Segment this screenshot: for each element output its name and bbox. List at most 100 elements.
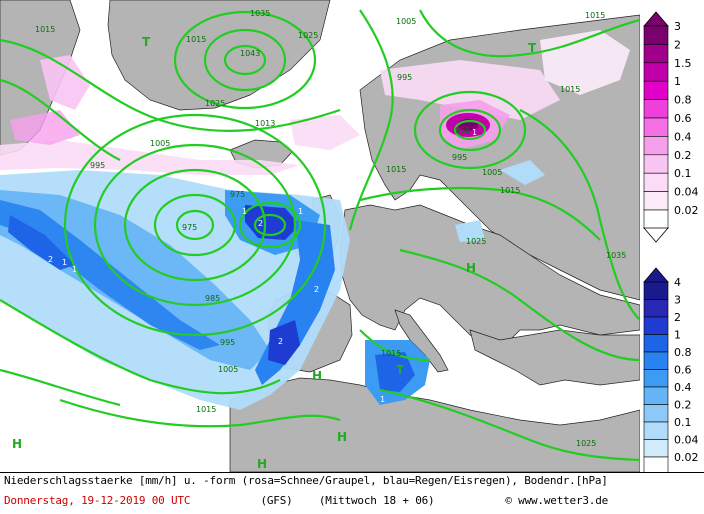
isobar-label: 1015: [500, 186, 520, 195]
isobar-label: 1005: [150, 139, 170, 148]
snow-scale-label: 0.8: [674, 94, 692, 107]
high-pressure-label: H: [312, 369, 322, 383]
isobar-label: 1015: [585, 11, 605, 20]
caption-bar: Niederschlagsstaerke [mm/h] u. -form (ro…: [0, 472, 704, 514]
isobar-label: 1015: [386, 165, 406, 174]
svg-text:1: 1: [72, 265, 77, 274]
snow-scale-label: 0.04: [674, 186, 699, 199]
isobar-label: 1015: [186, 35, 206, 44]
isobar-label: 1015: [196, 405, 216, 414]
rain-scale-swatch: [643, 299, 669, 318]
isobar-label: 1025: [466, 237, 486, 246]
svg-text:1: 1: [62, 258, 67, 267]
rain-scale-swatch: [643, 456, 669, 475]
isobar-label: 965: [455, 126, 470, 135]
snow-scale-label: 0.2: [674, 149, 692, 162]
forecast-date: Donnerstag, 19-12-2019 00 UTC: [4, 494, 191, 507]
weather-map: 1035 1043 1025 1015 1005 1015 1025 1005 …: [0, 0, 640, 472]
legend-panel: 3 2 1.5 1 0.8 0.6 0.4 0.2 0.1 0.04 0.02 4 3 2 1 0.8 0.6…: [640, 0, 704, 489]
isobar-label: 995: [90, 161, 105, 170]
low-pressure-label: T: [528, 41, 537, 55]
snow-legend: [643, 11, 669, 243]
snow-scale-swatch: [643, 172, 669, 192]
svg-text:2: 2: [278, 337, 283, 346]
isobar-label: 975: [182, 223, 197, 232]
svg-text:1: 1: [242, 207, 247, 216]
rain-scale-label: 0.6: [674, 364, 692, 377]
rain-scale-swatch: [643, 316, 669, 335]
caption-meta: Donnerstag, 19-12-2019 00 UTC (GFS) (Mit…: [4, 494, 608, 507]
rain-scale-label: 0.02: [674, 451, 699, 464]
svg-text:1: 1: [472, 128, 477, 137]
isobar-label: 1013: [255, 119, 275, 128]
high-pressure-label: H: [12, 437, 22, 451]
isobar-label: 1005: [218, 365, 238, 374]
copyright-text: © www.wetter3.de: [505, 494, 609, 507]
snow-scale-label: 1.5: [674, 57, 692, 70]
rain-scale-label: 2: [674, 311, 681, 324]
isobar-label: 1025: [576, 439, 596, 448]
snow-scale-swatch: [643, 191, 669, 211]
snow-scale-bottom-arrow: [643, 227, 669, 243]
isobar-label: 975: [230, 190, 245, 199]
rain-scale-label: 1: [674, 329, 681, 342]
rain-scale-label: 0.8: [674, 346, 692, 359]
rain-scale-label: 0.4: [674, 381, 692, 394]
isobar-label: 1005: [482, 168, 502, 177]
snow-scale-swatch: [643, 99, 669, 119]
rain-scale-swatch: [643, 439, 669, 458]
snow-scale-swatch: [643, 25, 669, 45]
model-run: (Mittwoch 18 + 06): [318, 494, 435, 507]
svg-text:1: 1: [380, 395, 385, 404]
rain-scale-swatch: [643, 421, 669, 440]
snow-scale-label: 2: [674, 38, 681, 51]
snow-scale-label: 0.1: [674, 167, 692, 180]
isobar-label: 995: [452, 153, 467, 162]
precip-markers: 2 11 21 221 11: [48, 128, 477, 404]
isobar-label: 1015: [381, 349, 401, 358]
isobar-label: 1025: [298, 31, 318, 40]
rain-scale-label: 3: [674, 294, 681, 307]
snow-scale-label: 1: [674, 75, 681, 88]
isobar-label: 1015: [35, 25, 55, 34]
rain-scale-swatch: [643, 369, 669, 388]
legend-svg: 3 2 1.5 1 0.8 0.6 0.4 0.2 0.1 0.04 0.02 4 3 2 1 0.8 0.6…: [643, 11, 699, 489]
isobar-label: 995: [220, 338, 235, 347]
snow-scale-label: 3: [674, 20, 681, 33]
rain-scale-swatch: [643, 404, 669, 423]
svg-text:2: 2: [258, 219, 263, 228]
snow-scale-swatch: [643, 154, 669, 174]
north-africa: [229, 377, 640, 472]
svg-text:2: 2: [314, 285, 319, 294]
rain-scale-label: 0.04: [674, 434, 699, 447]
rain-scale-swatch: [643, 351, 669, 370]
rain-scale-label: 0.2: [674, 399, 692, 412]
isobar-label: 1025: [205, 99, 225, 108]
rain-scale-top-arrow: [643, 267, 669, 283]
snow-scale-label: 0.6: [674, 112, 692, 125]
snow-scale-top-arrow: [643, 11, 669, 27]
isobar-label: 1035: [606, 251, 626, 260]
isobar-label: 985: [205, 294, 220, 303]
pressure-centers: H H H H H T T T: [12, 35, 537, 471]
isobars: [0, 9, 640, 462]
low-pressure-label: T: [396, 363, 405, 377]
low-pressure-label: T: [142, 35, 151, 49]
snow-scale-swatch: [643, 209, 669, 229]
balkans-turkey: [469, 329, 640, 386]
isobar-label: 1035: [250, 9, 270, 18]
high-pressure-label: H: [466, 261, 476, 275]
high-pressure-label: H: [257, 457, 267, 471]
snow-scale-label: 0.4: [674, 130, 692, 143]
isobar-label: 1005: [396, 17, 416, 26]
snow-scale-swatch: [643, 80, 669, 100]
rain-scale-swatch: [643, 334, 669, 353]
svg-text:2: 2: [48, 255, 53, 264]
snow-scale-swatch: [643, 62, 669, 82]
isobar-label: 1043: [240, 49, 260, 58]
high-pressure-label: H: [337, 430, 347, 444]
svg-text:1: 1: [298, 207, 303, 216]
rain-legend: [643, 267, 669, 489]
snow-scale-swatch: [643, 136, 669, 156]
isobar-label: 1015: [560, 85, 580, 94]
